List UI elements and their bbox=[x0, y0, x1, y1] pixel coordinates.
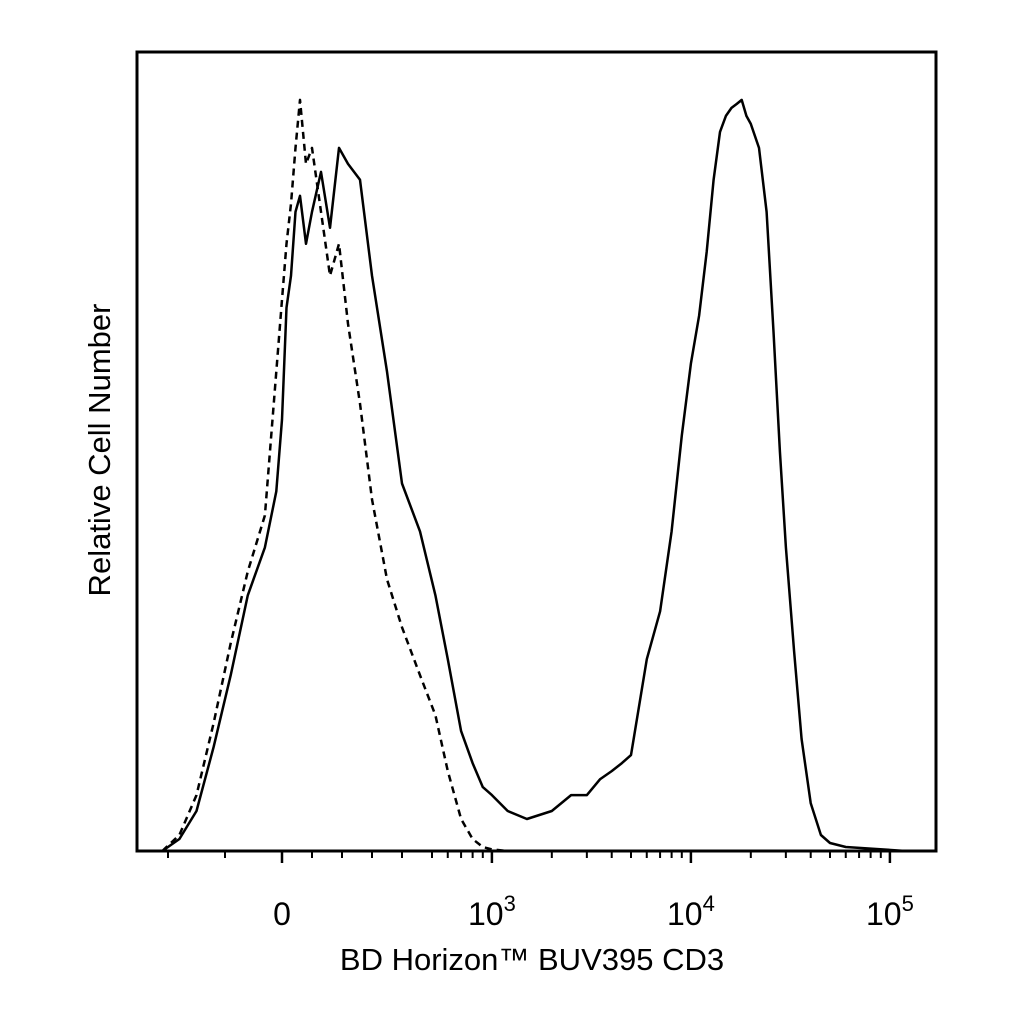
series-layer bbox=[161, 98, 906, 853]
histogram-solid-line bbox=[161, 98, 906, 853]
x-axis-title: BD Horizon™ BUV395 CD3 bbox=[340, 942, 724, 977]
x-tick-label: 105 bbox=[866, 891, 914, 932]
x-tick-labels: 0 103 104 105 bbox=[273, 891, 914, 932]
plot-frame bbox=[135, 50, 938, 853]
histogram-dashed-line bbox=[161, 98, 508, 853]
x-axis-ticks bbox=[167, 851, 892, 863]
x-tick-label: 104 bbox=[667, 891, 715, 932]
x-tick-label: 0 bbox=[273, 896, 291, 932]
x-tick-label: 103 bbox=[468, 891, 516, 932]
y-axis-title: Relative Cell Number bbox=[82, 304, 117, 597]
